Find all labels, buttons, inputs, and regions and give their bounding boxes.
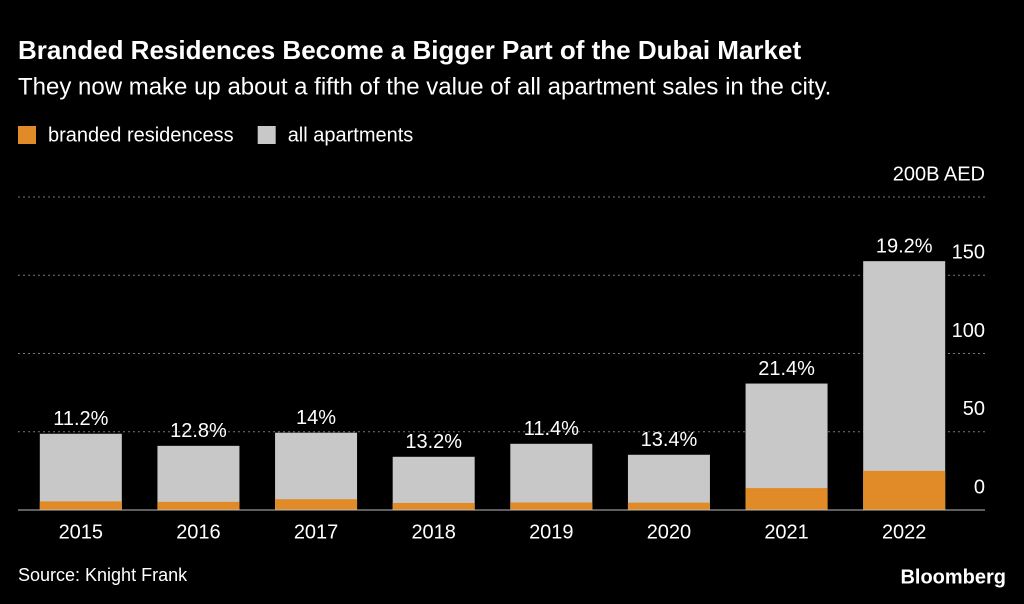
brand: Bloomberg (900, 566, 1006, 588)
bar (392, 502, 475, 510)
bar (627, 502, 710, 510)
bar (275, 432, 358, 510)
x-tick-label: 2020 (647, 521, 692, 543)
bar (863, 470, 946, 510)
y-tick-label: 200B AED (893, 163, 985, 185)
y-tick-label: 50 (963, 398, 985, 420)
x-tick-label: 2021 (764, 521, 809, 543)
x-tick-label: 2019 (529, 521, 574, 543)
bar (627, 454, 710, 510)
chart-subtitle: They now make up about a fifth of the va… (18, 73, 831, 100)
x-tick-label: 2022 (882, 521, 927, 543)
chart-title: Branded Residences Become a Bigger Part … (18, 35, 801, 65)
share-label: 19.2% (876, 235, 933, 257)
bar (39, 501, 122, 510)
share-label: 11.4% (524, 418, 579, 440)
legend-swatch (257, 126, 276, 144)
share-label: 13.2% (405, 431, 462, 453)
bar (275, 499, 358, 510)
x-tick-label: 2016 (176, 521, 221, 543)
share-label: 14% (296, 407, 336, 429)
x-tick-label: 2018 (411, 521, 456, 543)
source: Source: Knight Frank (18, 565, 188, 585)
legend-label: all apartments (288, 124, 414, 146)
bar (863, 261, 946, 510)
x-tick-label: 2017 (294, 521, 339, 543)
y-tick-label: 150 (952, 242, 985, 264)
bar (745, 488, 828, 510)
share-label: 12.8% (170, 420, 227, 442)
bar (510, 502, 593, 510)
share-label: 11.2% (53, 408, 108, 430)
bar (157, 501, 240, 510)
y-tick-label: 0 (974, 476, 985, 498)
legend-label: branded residencess (48, 124, 234, 146)
legend-swatch (18, 126, 36, 144)
y-tick-label: 100 (952, 320, 985, 342)
bar (39, 433, 122, 510)
x-tick-label: 2015 (59, 521, 104, 543)
share-label: 21.4% (758, 358, 815, 380)
bar (392, 456, 475, 510)
share-label: 13.4% (641, 429, 698, 451)
bar (510, 443, 593, 510)
bar (157, 445, 240, 510)
